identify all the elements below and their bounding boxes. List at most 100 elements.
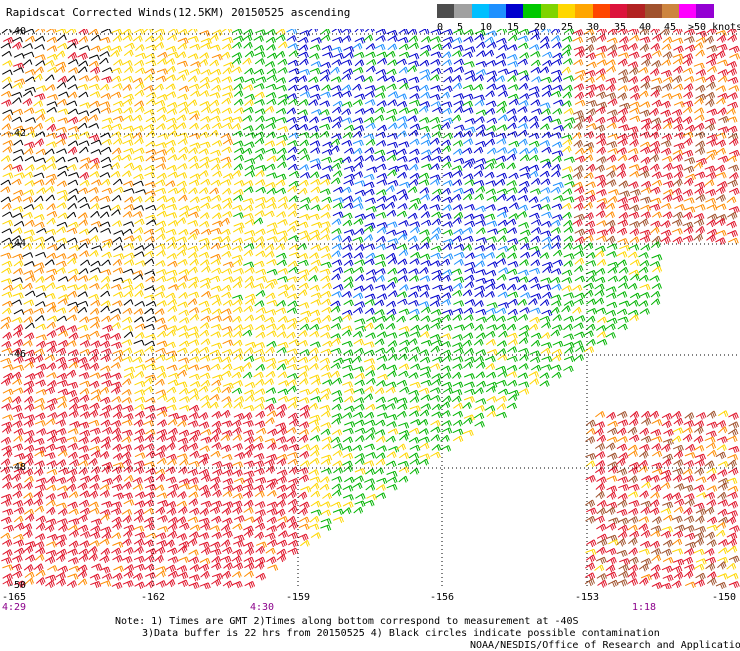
time-label: 1:18 [632,602,657,613]
wind-barb [342,252,353,260]
wind-barb [563,315,575,323]
wind-barb [101,187,113,195]
wind-barb [651,254,663,261]
wind-barb [496,379,507,387]
wind-barb [68,67,79,74]
wind-barb [278,290,289,298]
wind-barb [46,321,56,329]
wind-barb [440,258,451,266]
wind-barb [177,101,189,108]
wind-barb [211,420,222,429]
wind-barb [132,77,144,85]
wind-barb [68,565,80,573]
wind-barb [132,132,143,139]
wind-barb [440,349,452,357]
wind-barb [58,91,69,98]
wind-barb [475,260,485,268]
wind-barb [671,187,682,196]
wind-barb [616,443,628,452]
wind-barb [497,68,509,75]
wind-barb [321,84,332,92]
wind-barb [726,220,737,229]
wind-barb [452,170,463,177]
wind-barb [452,82,463,90]
wind-barb [440,213,452,220]
wind-barb [44,186,55,193]
wind-barb [321,443,332,450]
wind-barb [618,564,630,572]
wind-barb [46,162,57,170]
legend-swatch [644,4,662,18]
wind-barb [332,202,344,210]
wind-barb [704,91,716,100]
wind-barb [233,515,245,523]
wind-barb [408,372,419,379]
wind-barb [33,214,45,221]
wind-barb [88,274,99,282]
wind-barb [287,260,298,268]
wind-barb [244,443,255,452]
wind-barb [310,292,322,299]
wind-barb [485,188,496,195]
wind-barb [452,50,462,58]
wind-barb [519,154,530,162]
wind-barb [695,515,705,524]
wind-barb [441,161,452,169]
wind-barb [344,281,354,289]
wind-barb [68,125,79,133]
wind-barb [442,85,453,93]
wind-barb [79,172,90,180]
wind-barb [651,235,662,244]
wind-barb [462,235,474,243]
wind-barb [57,379,69,388]
wind-barb [308,274,318,282]
wind-barb [78,499,90,508]
wind-barb [266,222,278,229]
wind-barb [165,146,176,154]
wind-barb [255,115,265,123]
wind-barb [55,126,67,134]
wind-barb [495,52,507,60]
wind-barb [363,341,375,348]
wind-barb [628,475,638,484]
wind-barb [398,193,409,201]
wind-barb [420,44,432,52]
wind-barb [639,131,651,139]
wind-barb [132,572,143,581]
wind-barb [638,459,648,469]
wind-barb [13,506,25,515]
wind-barb [517,122,529,130]
wind-barb [573,46,585,54]
wind-barb [46,123,57,132]
wind-barb [508,202,519,210]
wind-barb [628,269,640,277]
wind-barb [387,238,399,245]
wind-barb [68,410,79,418]
wind-barb [341,156,352,164]
wind-barb [695,525,706,534]
wind-barb [727,485,739,493]
wind-barb [497,291,509,299]
wind-barb [341,186,352,194]
wind-barb [222,530,233,539]
wind-barb [727,545,738,553]
wind-barb [210,68,222,76]
wind-barb [342,131,353,139]
wind-barb [58,294,69,301]
wind-barb [408,52,420,60]
wind-barb [506,364,518,372]
wind-barb [550,276,561,284]
wind-barb [23,429,35,438]
wind-barb [189,574,200,582]
wind-barb [506,162,516,170]
wind-barb [112,443,123,452]
wind-barb [100,300,111,307]
wind-barb [387,276,399,284]
wind-barb [465,252,475,260]
wind-barb [232,259,243,266]
wind-barb [189,228,200,236]
wind-barb [45,228,57,236]
wind-barb [605,202,616,210]
wind-barb [287,458,298,466]
wind-barb [45,499,56,507]
